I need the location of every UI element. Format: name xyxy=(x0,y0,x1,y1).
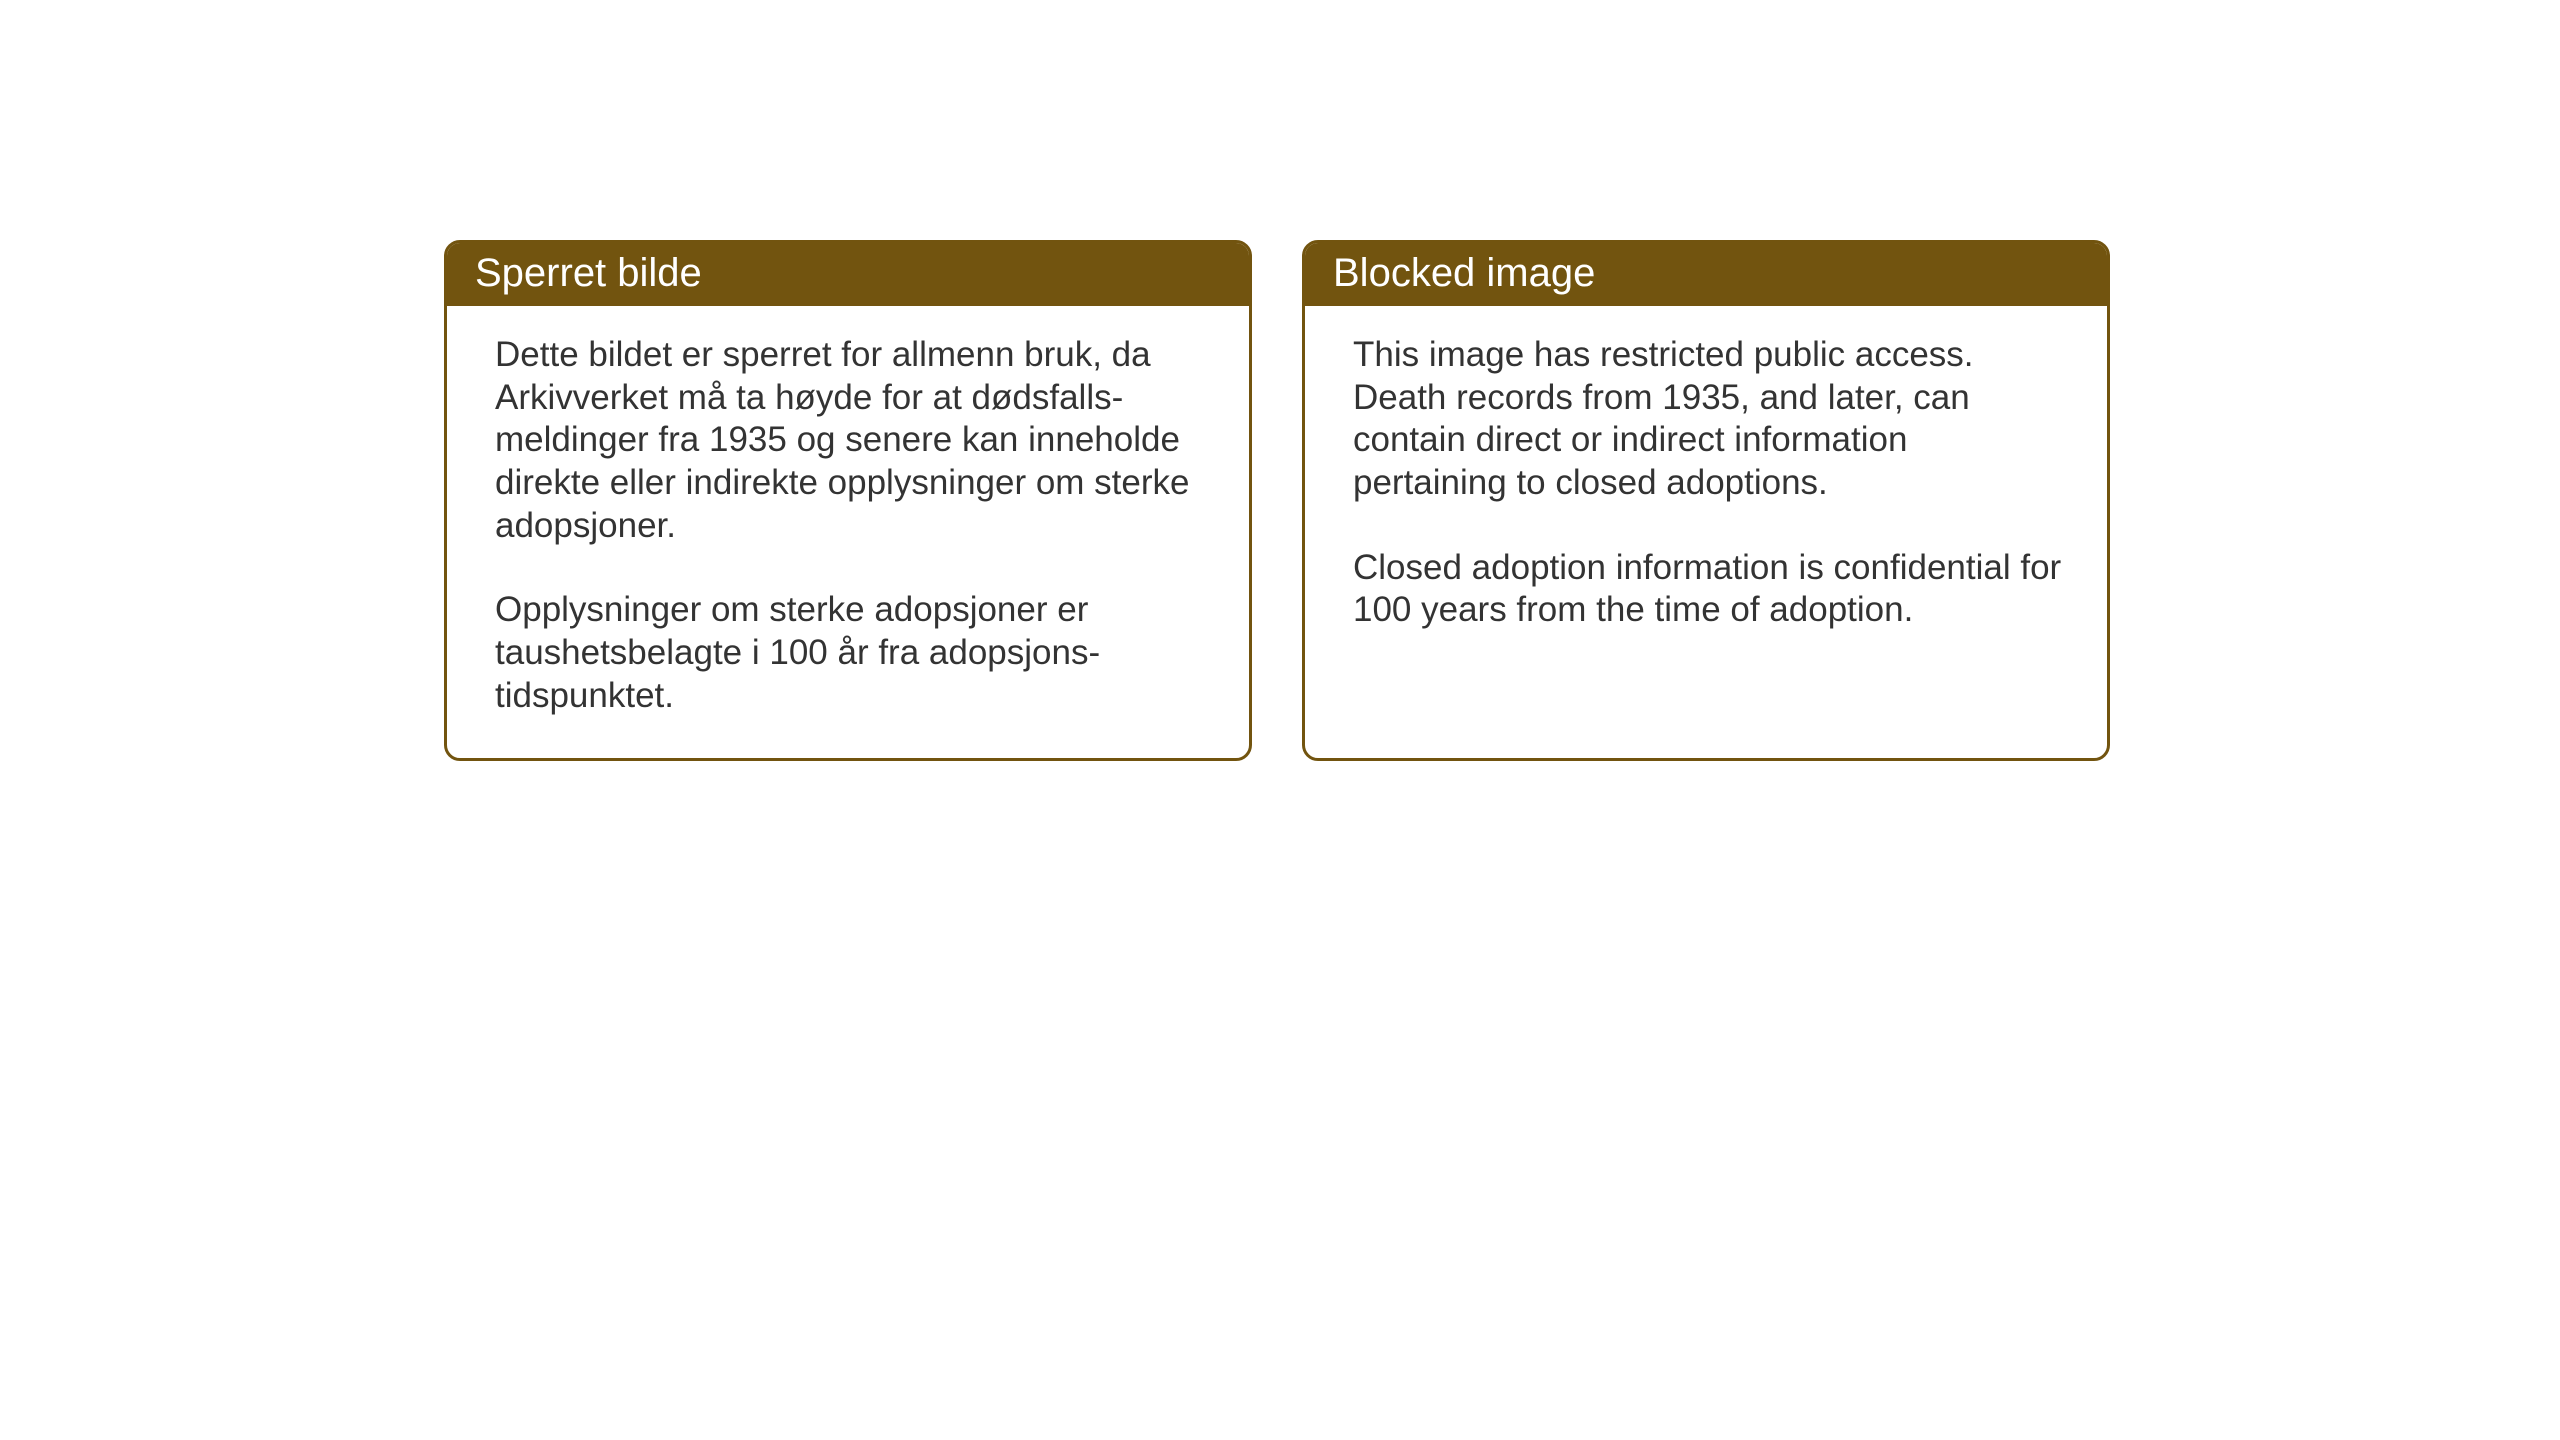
card-body-norwegian: Dette bildet er sperret for allmenn bruk… xyxy=(447,306,1249,758)
card-title-english: Blocked image xyxy=(1333,251,1595,295)
card-paragraph-2-norwegian: Opplysninger om sterke adopsjoner er tau… xyxy=(495,589,1209,717)
card-body-english: This image has restricted public access.… xyxy=(1305,306,2107,672)
card-paragraph-1-norwegian: Dette bildet er sperret for allmenn bruk… xyxy=(495,334,1209,547)
card-header-norwegian: Sperret bilde xyxy=(447,243,1249,306)
notice-card-norwegian: Sperret bilde Dette bildet er sperret fo… xyxy=(444,240,1252,761)
notice-cards-container: Sperret bilde Dette bildet er sperret fo… xyxy=(444,240,2110,761)
card-title-norwegian: Sperret bilde xyxy=(475,251,702,295)
card-paragraph-2-english: Closed adoption information is confident… xyxy=(1353,547,2067,632)
card-paragraph-1-english: This image has restricted public access.… xyxy=(1353,334,2067,505)
card-header-english: Blocked image xyxy=(1305,243,2107,306)
notice-card-english: Blocked image This image has restricted … xyxy=(1302,240,2110,761)
